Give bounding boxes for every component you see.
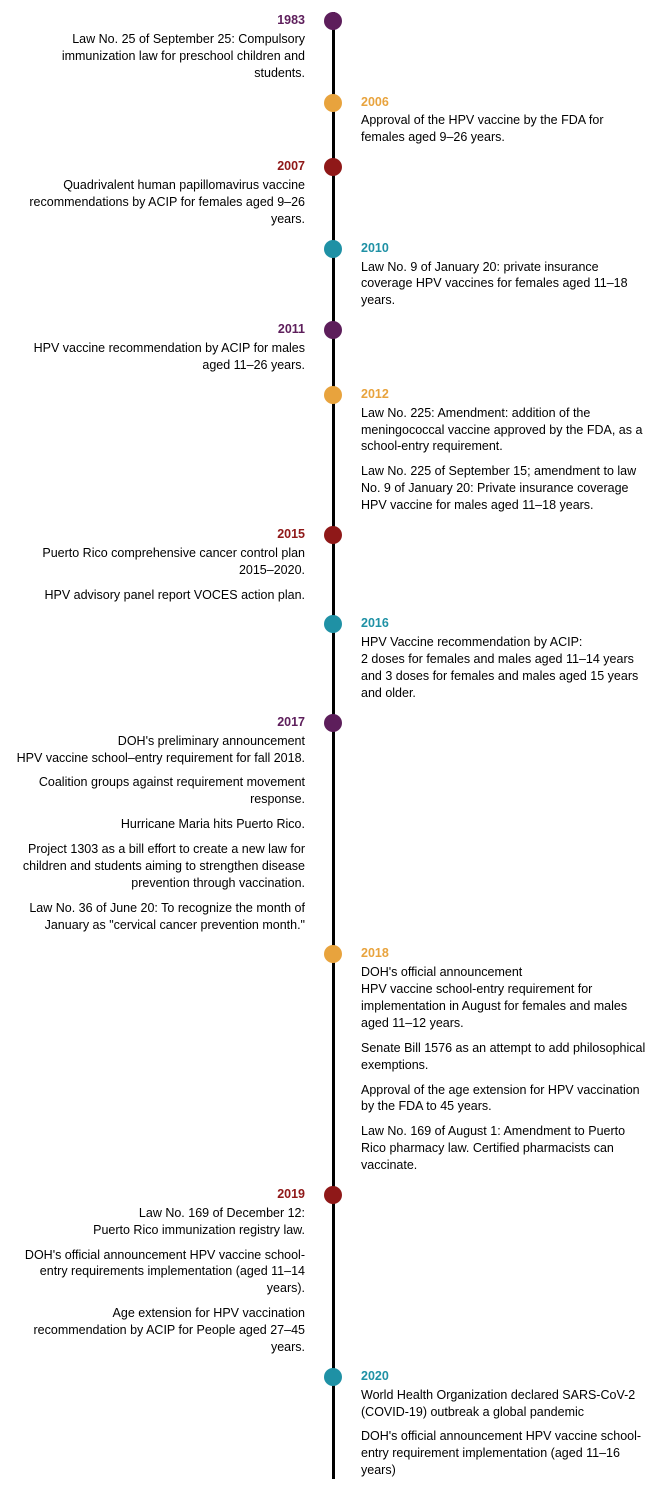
- entry-year: 2006: [361, 94, 650, 111]
- entry-spacer: [6, 615, 333, 701]
- timeline-node: [324, 714, 342, 732]
- entry-spacer: [333, 1186, 660, 1356]
- timeline-entry-2016: 2016 HPV Vaccine recommendation by ACIP: …: [6, 603, 660, 701]
- entry-paragraph: Senate Bill 1576 as an attempt to add ph…: [361, 1040, 650, 1074]
- entry-year: 2012: [361, 386, 650, 403]
- entry-content: 2016 HPV Vaccine recommendation by ACIP: …: [333, 615, 660, 701]
- entry-paragraph: Law No. 169 of December 12: Puerto Rico …: [16, 1205, 305, 1239]
- entry-year: 2019: [16, 1186, 305, 1203]
- entry-paragraph: DOH's official announcement HPV vaccine …: [16, 1247, 305, 1298]
- entry-spacer: [333, 12, 660, 82]
- timeline-entry-2007: 2007 Quadrivalent human papillomavirus va…: [6, 146, 660, 228]
- entry-content: 2010 Law No. 9 of January 20: private ins…: [333, 240, 660, 310]
- entry-content: 2017 DOH's preliminary announcement HPV v…: [6, 714, 333, 934]
- entry-paragraph: Law No. 169 of August 1: Amendment to Pu…: [361, 1123, 650, 1174]
- entry-content: 2018 DOH's official announcement HPV vacc…: [333, 945, 660, 1174]
- entry-paragraph: Coalition groups against requirement mov…: [16, 774, 305, 808]
- entry-paragraph: Approval of the age extension for HPV va…: [361, 1082, 650, 1116]
- entry-year: 2007: [16, 158, 305, 175]
- entry-paragraph: HPV vaccine recommendation by ACIP for m…: [16, 340, 305, 374]
- timeline-entry-2006: 2006Approval of the HPV vaccine by the F…: [6, 82, 660, 147]
- timeline-entry-2018: 2018 DOH's official announcement HPV vacc…: [6, 933, 660, 1174]
- entry-spacer: [6, 1368, 333, 1479]
- entry-paragraph: DOH's official announcement HPV vaccine …: [361, 1428, 650, 1479]
- timeline: 1983 Law No. 25 of September 25: Compulso…: [6, 12, 660, 1479]
- entry-paragraph: HPV advisory panel report VOCES action p…: [16, 587, 305, 604]
- timeline-node: [324, 1368, 342, 1386]
- entry-content: 2011 HPV vaccine recommendation by ACIP f…: [6, 321, 333, 374]
- entry-year: 2020: [361, 1368, 650, 1385]
- entry-spacer: [333, 321, 660, 374]
- entry-content: 2006Approval of the HPV vaccine by the F…: [333, 94, 660, 147]
- entry-spacer: [6, 240, 333, 310]
- timeline-node: [324, 526, 342, 544]
- entry-year: 1983: [16, 12, 305, 29]
- timeline-node: [324, 1186, 342, 1204]
- timeline-node: [324, 386, 342, 404]
- timeline-node: [324, 321, 342, 339]
- entry-spacer: [333, 526, 660, 604]
- entry-content: 1983 Law No. 25 of September 25: Compulso…: [6, 12, 333, 82]
- entry-paragraph: Project 1303 as a bill effort to create …: [16, 841, 305, 892]
- timeline-node: [324, 240, 342, 258]
- entry-paragraph: Law No. 225: Amendment: addition of the …: [361, 405, 650, 456]
- timeline-entry-2020: 2020 World Health Organization declared S…: [6, 1356, 660, 1479]
- timeline-node: [324, 12, 342, 30]
- entry-paragraph: World Health Organization declared SARS-…: [361, 1387, 650, 1421]
- entry-paragraph: Quadrivalent human papillomavirus vaccin…: [16, 177, 305, 228]
- entry-year: 2010: [361, 240, 650, 257]
- entry-paragraph: Law No. 9 of January 20: private insuran…: [361, 259, 650, 310]
- timeline-entry-2019: 2019 Law No. 169 of December 12: Puerto R…: [6, 1174, 660, 1356]
- entry-year: 2011: [16, 321, 305, 338]
- entry-spacer: [6, 945, 333, 1174]
- entry-paragraph: HPV Vaccine recommendation by ACIP: 2 do…: [361, 634, 650, 702]
- timeline-entry-2015: 2015 Puerto Rico comprehensive cancer con…: [6, 514, 660, 604]
- entry-paragraph: DOH's official announcement HPV vaccine …: [361, 964, 650, 1032]
- entry-content: 2007 Quadrivalent human papillomavirus va…: [6, 158, 333, 228]
- entry-spacer: [333, 158, 660, 228]
- entry-year: 2016: [361, 615, 650, 632]
- entry-year: 2015: [16, 526, 305, 543]
- timeline-entry-2012: 2012 Law No. 225: Amendment: addition of …: [6, 374, 660, 514]
- entry-paragraph: Age extension for HPV vaccination recomm…: [16, 1305, 305, 1356]
- entry-year: 2017: [16, 714, 305, 731]
- entry-content: 2020 World Health Organization declared S…: [333, 1368, 660, 1479]
- entry-content: 2015 Puerto Rico comprehensive cancer con…: [6, 526, 333, 604]
- entry-paragraph: Hurricane Maria hits Puerto Rico.: [16, 816, 305, 833]
- entry-paragraph: Law No. 25 of September 25: Compulsory i…: [16, 31, 305, 82]
- entry-content: 2019 Law No. 169 of December 12: Puerto R…: [6, 1186, 333, 1356]
- entry-paragraph: DOH's preliminary announcement HPV vacci…: [16, 733, 305, 767]
- entry-spacer: [6, 94, 333, 147]
- entry-paragraph: Law No. 36 of June 20: To recognize the …: [16, 900, 305, 934]
- timeline-entry-2011: 2011 HPV vaccine recommendation by ACIP f…: [6, 309, 660, 374]
- entry-year: 2018: [361, 945, 650, 962]
- entry-spacer: [6, 386, 333, 514]
- timeline-node: [324, 94, 342, 112]
- entry-paragraph: Puerto Rico comprehensive cancer control…: [16, 545, 305, 579]
- entry-spacer: [333, 714, 660, 934]
- timeline-entry-2017: 2017 DOH's preliminary announcement HPV v…: [6, 702, 660, 934]
- entry-paragraph: Approval of the HPV vaccine by the FDA f…: [361, 112, 650, 146]
- timeline-node: [324, 158, 342, 176]
- entry-paragraph: Law No. 225 of September 15; amendment t…: [361, 463, 650, 514]
- entry-content: 2012 Law No. 225: Amendment: addition of …: [333, 386, 660, 514]
- timeline-entry-2010: 2010 Law No. 9 of January 20: private ins…: [6, 228, 660, 310]
- timeline-entry-1983: 1983 Law No. 25 of September 25: Compulso…: [6, 12, 660, 82]
